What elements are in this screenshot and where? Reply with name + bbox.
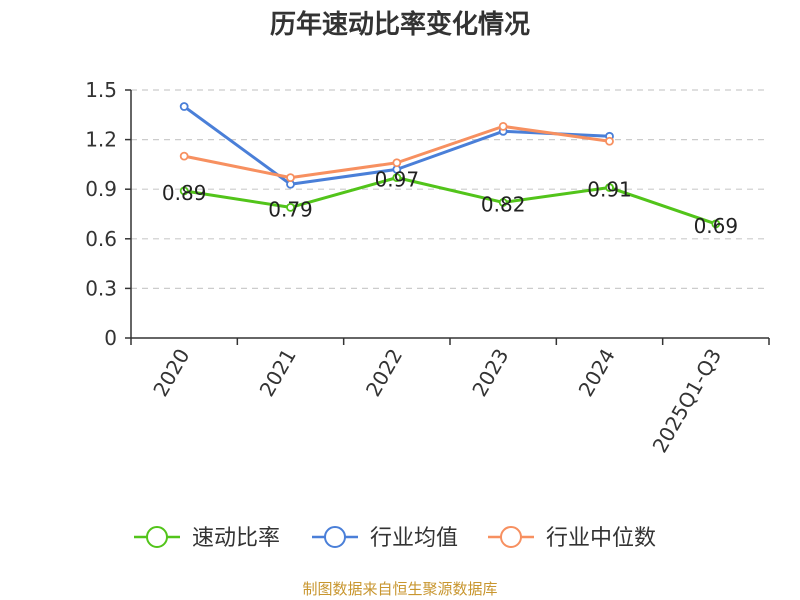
legend-label: 行业中位数 xyxy=(546,526,656,551)
data-point xyxy=(286,202,295,212)
data-point xyxy=(179,102,189,111)
x-tick-label: 2025Q1-Q3 xyxy=(647,345,726,457)
legend-marker xyxy=(146,526,168,548)
series-lines xyxy=(179,102,721,229)
y-tick-label: 0.6 xyxy=(85,227,117,251)
data-point xyxy=(392,158,402,168)
data-label: 0.89 xyxy=(162,181,207,205)
legend-item-1[interactable]: 速动比率 xyxy=(134,526,280,551)
data-label: 0.79 xyxy=(268,197,313,221)
source-note: 制图数据来自恒生聚源数据库 xyxy=(302,580,498,598)
x-tick-label: 2020 xyxy=(148,345,194,401)
series-2 xyxy=(179,102,614,189)
data-point xyxy=(498,198,508,207)
data-point xyxy=(179,151,189,161)
x-tick-label: 2022 xyxy=(361,345,407,401)
data-point xyxy=(605,183,614,192)
data-point xyxy=(498,121,508,131)
legend-item-3[interactable]: 行业中位数 xyxy=(488,526,656,551)
data-point xyxy=(286,173,295,183)
legend-label: 行业均值 xyxy=(370,526,458,551)
data-label: 0.82 xyxy=(481,192,526,216)
legend-marker xyxy=(324,526,346,548)
data-label: 0.69 xyxy=(694,214,739,238)
data-point xyxy=(605,136,614,146)
y-tick-label: 1.2 xyxy=(85,128,117,152)
y-tick-label: 1.5 xyxy=(85,78,117,102)
chart-title: 历年速动比率变化情况 xyxy=(269,10,530,40)
y-tick-label: 0.9 xyxy=(85,177,117,201)
data-point xyxy=(179,186,189,196)
y-tick-label: 0 xyxy=(104,326,117,350)
x-tick-label: 2024 xyxy=(574,345,620,401)
series-line xyxy=(183,176,717,226)
data-label: 0.91 xyxy=(587,178,632,202)
data-label: 0.97 xyxy=(375,168,420,192)
x-tick-label: 2021 xyxy=(255,345,301,401)
legend-label: 速动比率 xyxy=(192,526,280,551)
series-3 xyxy=(179,121,614,183)
data-point xyxy=(711,219,721,229)
data-point xyxy=(392,173,402,183)
legend[interactable]: 速动比率 行业均值 行业中位数 xyxy=(134,526,656,551)
legend-item-2[interactable]: 行业均值 xyxy=(312,526,458,551)
legend-marker xyxy=(500,526,522,548)
y-tick-label: 0.3 xyxy=(85,276,117,300)
x-tick-label: 2023 xyxy=(467,344,513,400)
data-labels: 0.89 0.79 0.97 0.82 0.91 0.69 xyxy=(162,168,738,238)
series-1 xyxy=(179,173,721,229)
axes: 0 0.3 0.6 0.9 1.2 1.5 2020 2021 2022 2023 2024 2025… xyxy=(85,78,770,457)
